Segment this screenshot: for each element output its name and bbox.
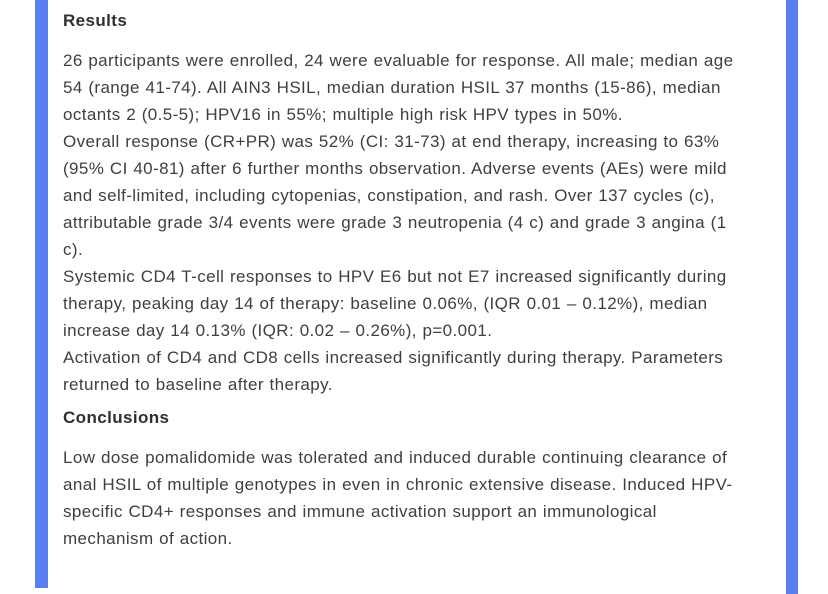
results-paragraph: 26 participants were enrolled, 24 were e… — [63, 51, 734, 124]
conclusions-paragraph: Low dose pomalidomide was tolerated and … — [63, 448, 733, 548]
abstract-content: Results 26 participants were enrolled, 2… — [63, 0, 738, 552]
left-accent-bar — [35, 0, 48, 588]
results-section: Results 26 participants were enrolled, 2… — [63, 11, 738, 398]
results-paragraph: Activation of CD4 and CD8 cells increase… — [63, 348, 724, 394]
results-heading: Results — [63, 11, 128, 30]
results-paragraph: Systemic CD4 T-cell responses to HPV E6 … — [63, 267, 727, 340]
conclusions-section: Conclusions Low dose pomalidomide was to… — [63, 408, 738, 552]
results-paragraph: Overall response (CR+PR) was 52% (CI: 31… — [63, 132, 727, 259]
conclusions-heading: Conclusions — [63, 408, 170, 427]
right-accent-bar — [786, 0, 798, 594]
